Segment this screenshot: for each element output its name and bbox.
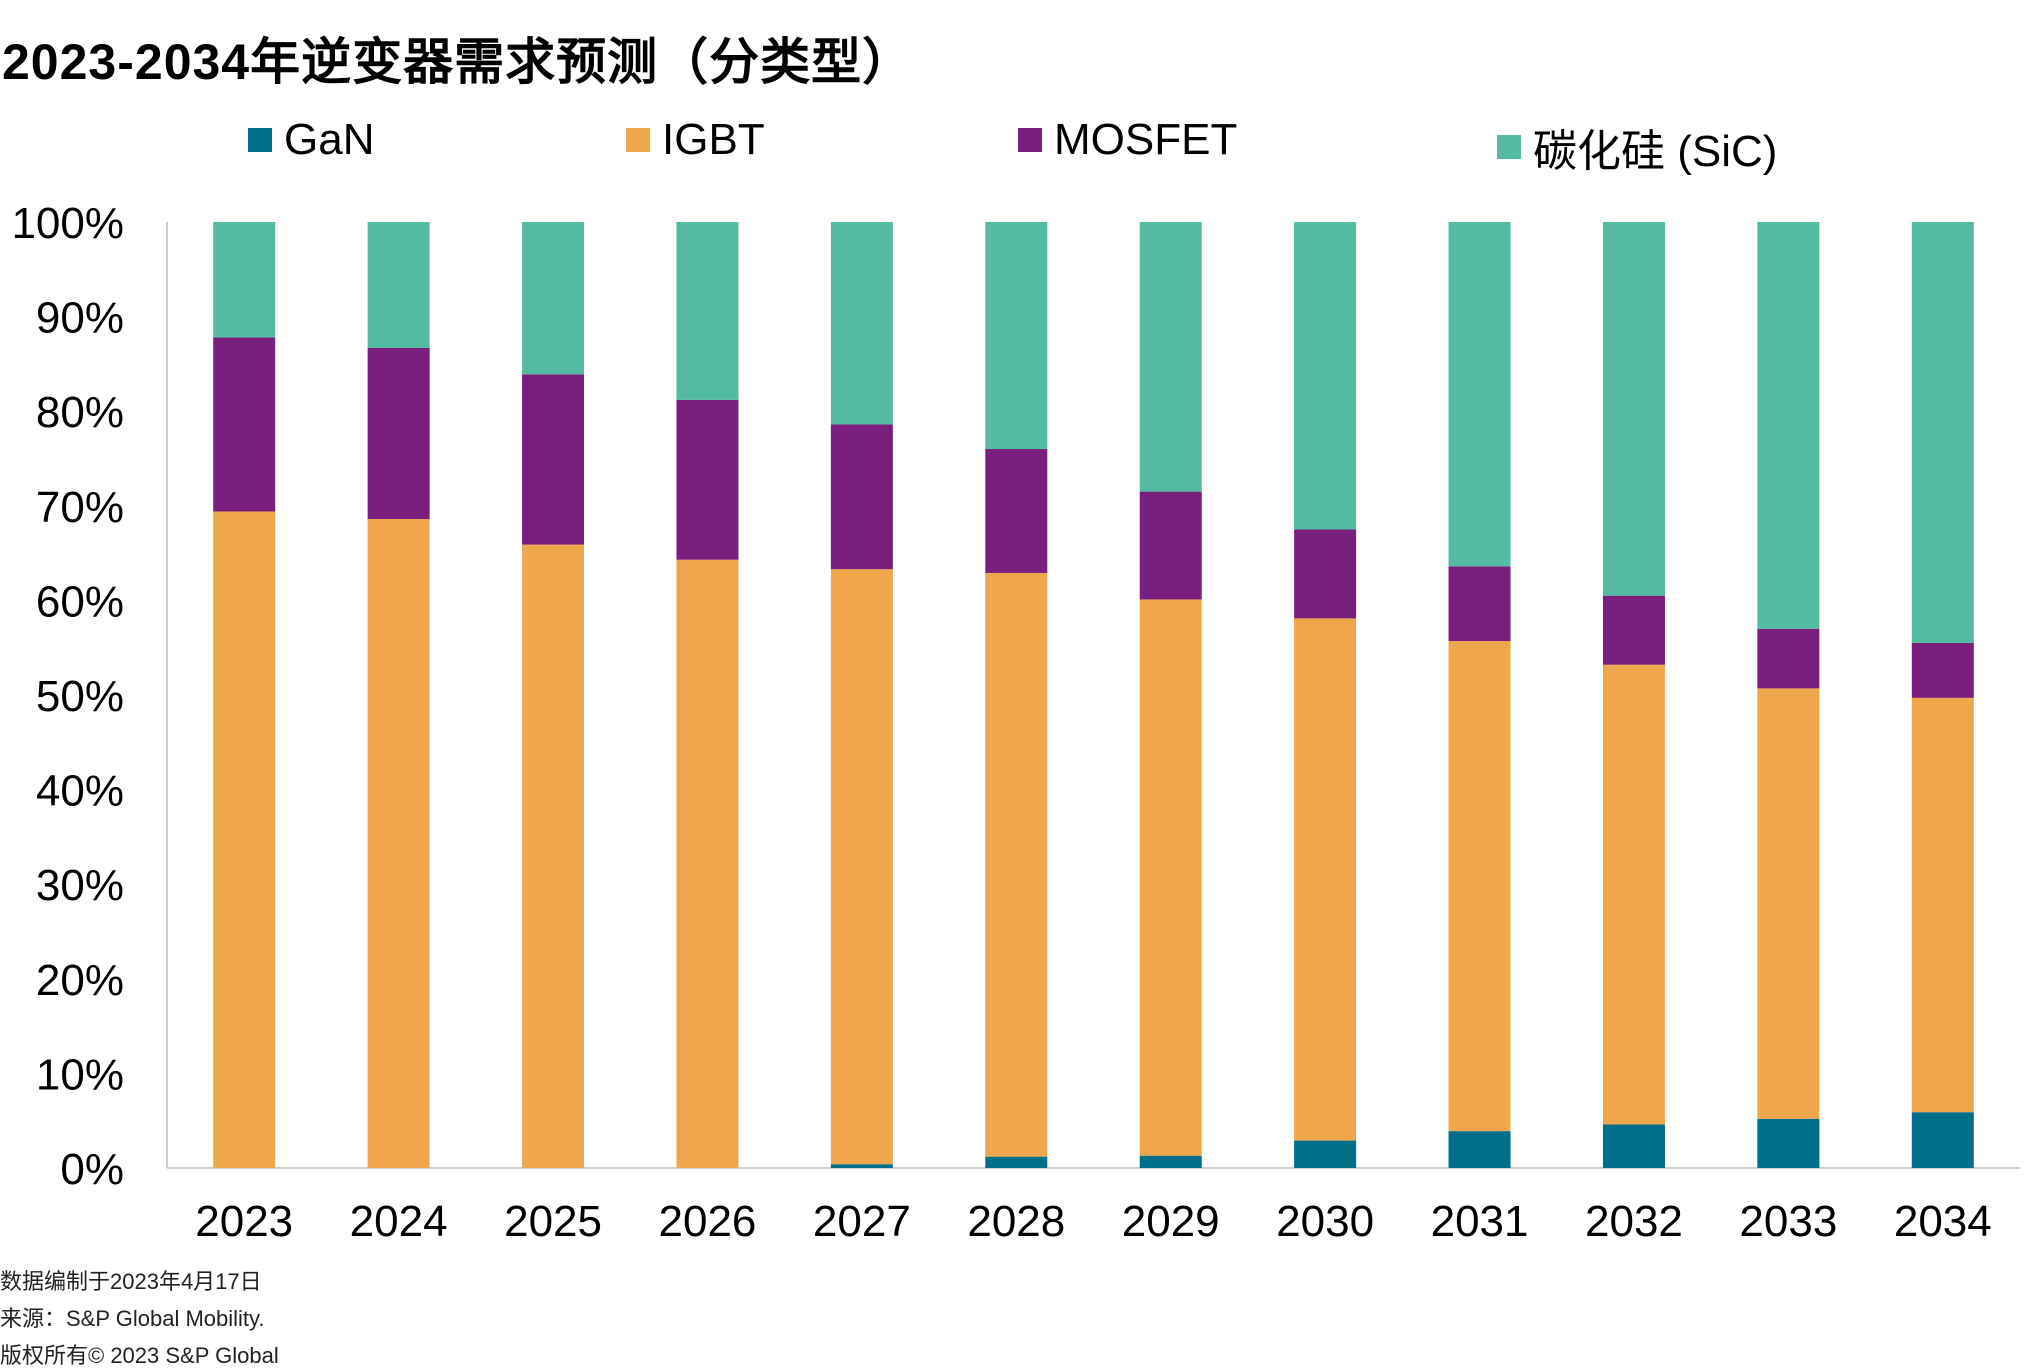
bar-segment-sic-2033 [1757, 222, 1820, 629]
y-tick-label: 30% [36, 861, 124, 910]
bar-segment-igbt-2034 [1911, 697, 1974, 1113]
bar-segment-mosfet-2027 [830, 424, 893, 570]
bar-segment-sic-2027 [830, 222, 893, 425]
x-tick-label: 2029 [1122, 1197, 1220, 1246]
y-tick-label: 90% [36, 294, 124, 343]
bar-segment-sic-2034 [1911, 222, 1974, 643]
bar-segment-gan-2033 [1757, 1118, 1820, 1168]
bar-segment-gan-2027 [830, 1164, 893, 1168]
legend-swatch-mosfet [1018, 128, 1042, 152]
bar-segment-igbt-2030 [1294, 618, 1357, 1141]
bar-segment-gan-2029 [1139, 1155, 1202, 1168]
chart-legend: GaN IGBT MOSFET 碳化硅 (SiC) [0, 115, 2024, 176]
bar-segment-gan-2030 [1294, 1140, 1357, 1168]
bar-segment-igbt-2025 [522, 544, 585, 1168]
x-tick-label: 2033 [1739, 1197, 1837, 1246]
bar-segment-mosfet-2031 [1448, 566, 1511, 642]
x-tick-label: 2031 [1431, 1197, 1529, 1246]
bar-segment-sic-2025 [522, 222, 585, 375]
legend-swatch-sic [1497, 135, 1521, 159]
x-tick-label: 2034 [1894, 1197, 1992, 1246]
bar-segment-igbt-2023 [213, 511, 276, 1168]
bar-segment-igbt-2024 [367, 519, 430, 1168]
bar-segment-mosfet-2025 [522, 374, 585, 545]
y-tick-label: 70% [36, 483, 124, 532]
y-tick-label: 0% [60, 1145, 124, 1194]
bar-segment-mosfet-2034 [1911, 642, 1974, 698]
bar-segment-igbt-2026 [676, 559, 739, 1168]
bar-segment-sic-2032 [1602, 222, 1665, 596]
bar-segment-mosfet-2033 [1757, 628, 1820, 689]
bar-segment-sic-2024 [367, 222, 430, 348]
bar-segment-sic-2023 [213, 222, 276, 338]
footer-source: 来源：S&P Global Mobility. [0, 1306, 265, 1331]
bar-segment-sic-2028 [985, 222, 1048, 450]
bar-segment-mosfet-2030 [1294, 529, 1357, 619]
x-tick-label: 2025 [504, 1197, 602, 1246]
y-tick-label: 20% [36, 956, 124, 1005]
legend-swatch-gan [248, 128, 272, 152]
x-tick-label: 2027 [813, 1197, 911, 1246]
legend-label-igbt: IGBT [662, 115, 765, 164]
bar-segment-gan-2032 [1602, 1124, 1665, 1168]
y-tick-label: 80% [36, 388, 124, 437]
y-tick-label: 40% [36, 767, 124, 816]
legend-label-gan: GaN [284, 115, 375, 164]
bar-segment-mosfet-2024 [367, 347, 430, 520]
y-tick-label: 100% [11, 199, 124, 248]
bar-segment-igbt-2033 [1757, 688, 1820, 1119]
bar-segment-igbt-2031 [1448, 641, 1511, 1132]
bar-segment-mosfet-2028 [985, 449, 1048, 573]
x-tick-label: 2030 [1276, 1197, 1374, 1246]
x-tick-label: 2024 [350, 1197, 448, 1246]
bar-segment-mosfet-2029 [1139, 491, 1202, 600]
legend-item-mosfet: MOSFET [1018, 115, 1237, 165]
legend-label-mosfet: MOSFET [1054, 115, 1238, 164]
footer-date: 数据编制于2023年4月17日 [0, 1269, 262, 1294]
bar-segment-igbt-2028 [985, 572, 1048, 1157]
y-tick-label: 60% [36, 577, 124, 626]
bar-segment-sic-2026 [676, 222, 739, 400]
bar-segment-mosfet-2026 [676, 399, 739, 560]
legend-item-igbt: IGBT [626, 115, 765, 165]
x-tick-label: 2032 [1585, 1197, 1683, 1246]
bar-segment-gan-2028 [985, 1156, 1048, 1168]
footer-copyright: 版权所有© 2023 S&P Global [0, 1343, 279, 1368]
bar-segment-mosfet-2032 [1602, 595, 1665, 665]
x-tick-label: 2026 [659, 1197, 757, 1246]
bar-segment-sic-2030 [1294, 222, 1357, 530]
bar-segment-gan-2031 [1448, 1131, 1511, 1168]
bar-segment-gan-2034 [1911, 1112, 1974, 1168]
y-tick-label: 50% [36, 672, 124, 721]
bar-segment-sic-2029 [1139, 222, 1202, 492]
bar-segment-mosfet-2023 [213, 337, 276, 512]
legend-item-sic: 碳化硅 (SiC) [1497, 115, 1777, 179]
legend-swatch-igbt [626, 128, 650, 152]
bar-segment-igbt-2029 [1139, 599, 1202, 1156]
legend-item-gan: GaN [248, 115, 374, 165]
bar-segment-igbt-2027 [830, 569, 893, 1165]
bar-segment-sic-2031 [1448, 222, 1511, 567]
bar-segment-igbt-2032 [1602, 664, 1665, 1125]
y-tick-label: 10% [36, 1050, 124, 1099]
chart-title: 2023-2034年逆变器需求预测（分类型） [2, 34, 914, 90]
x-tick-label: 2028 [967, 1197, 1065, 1246]
x-tick-label: 2023 [195, 1197, 293, 1246]
legend-label-sic: 碳化硅 (SiC) [1533, 127, 1778, 176]
